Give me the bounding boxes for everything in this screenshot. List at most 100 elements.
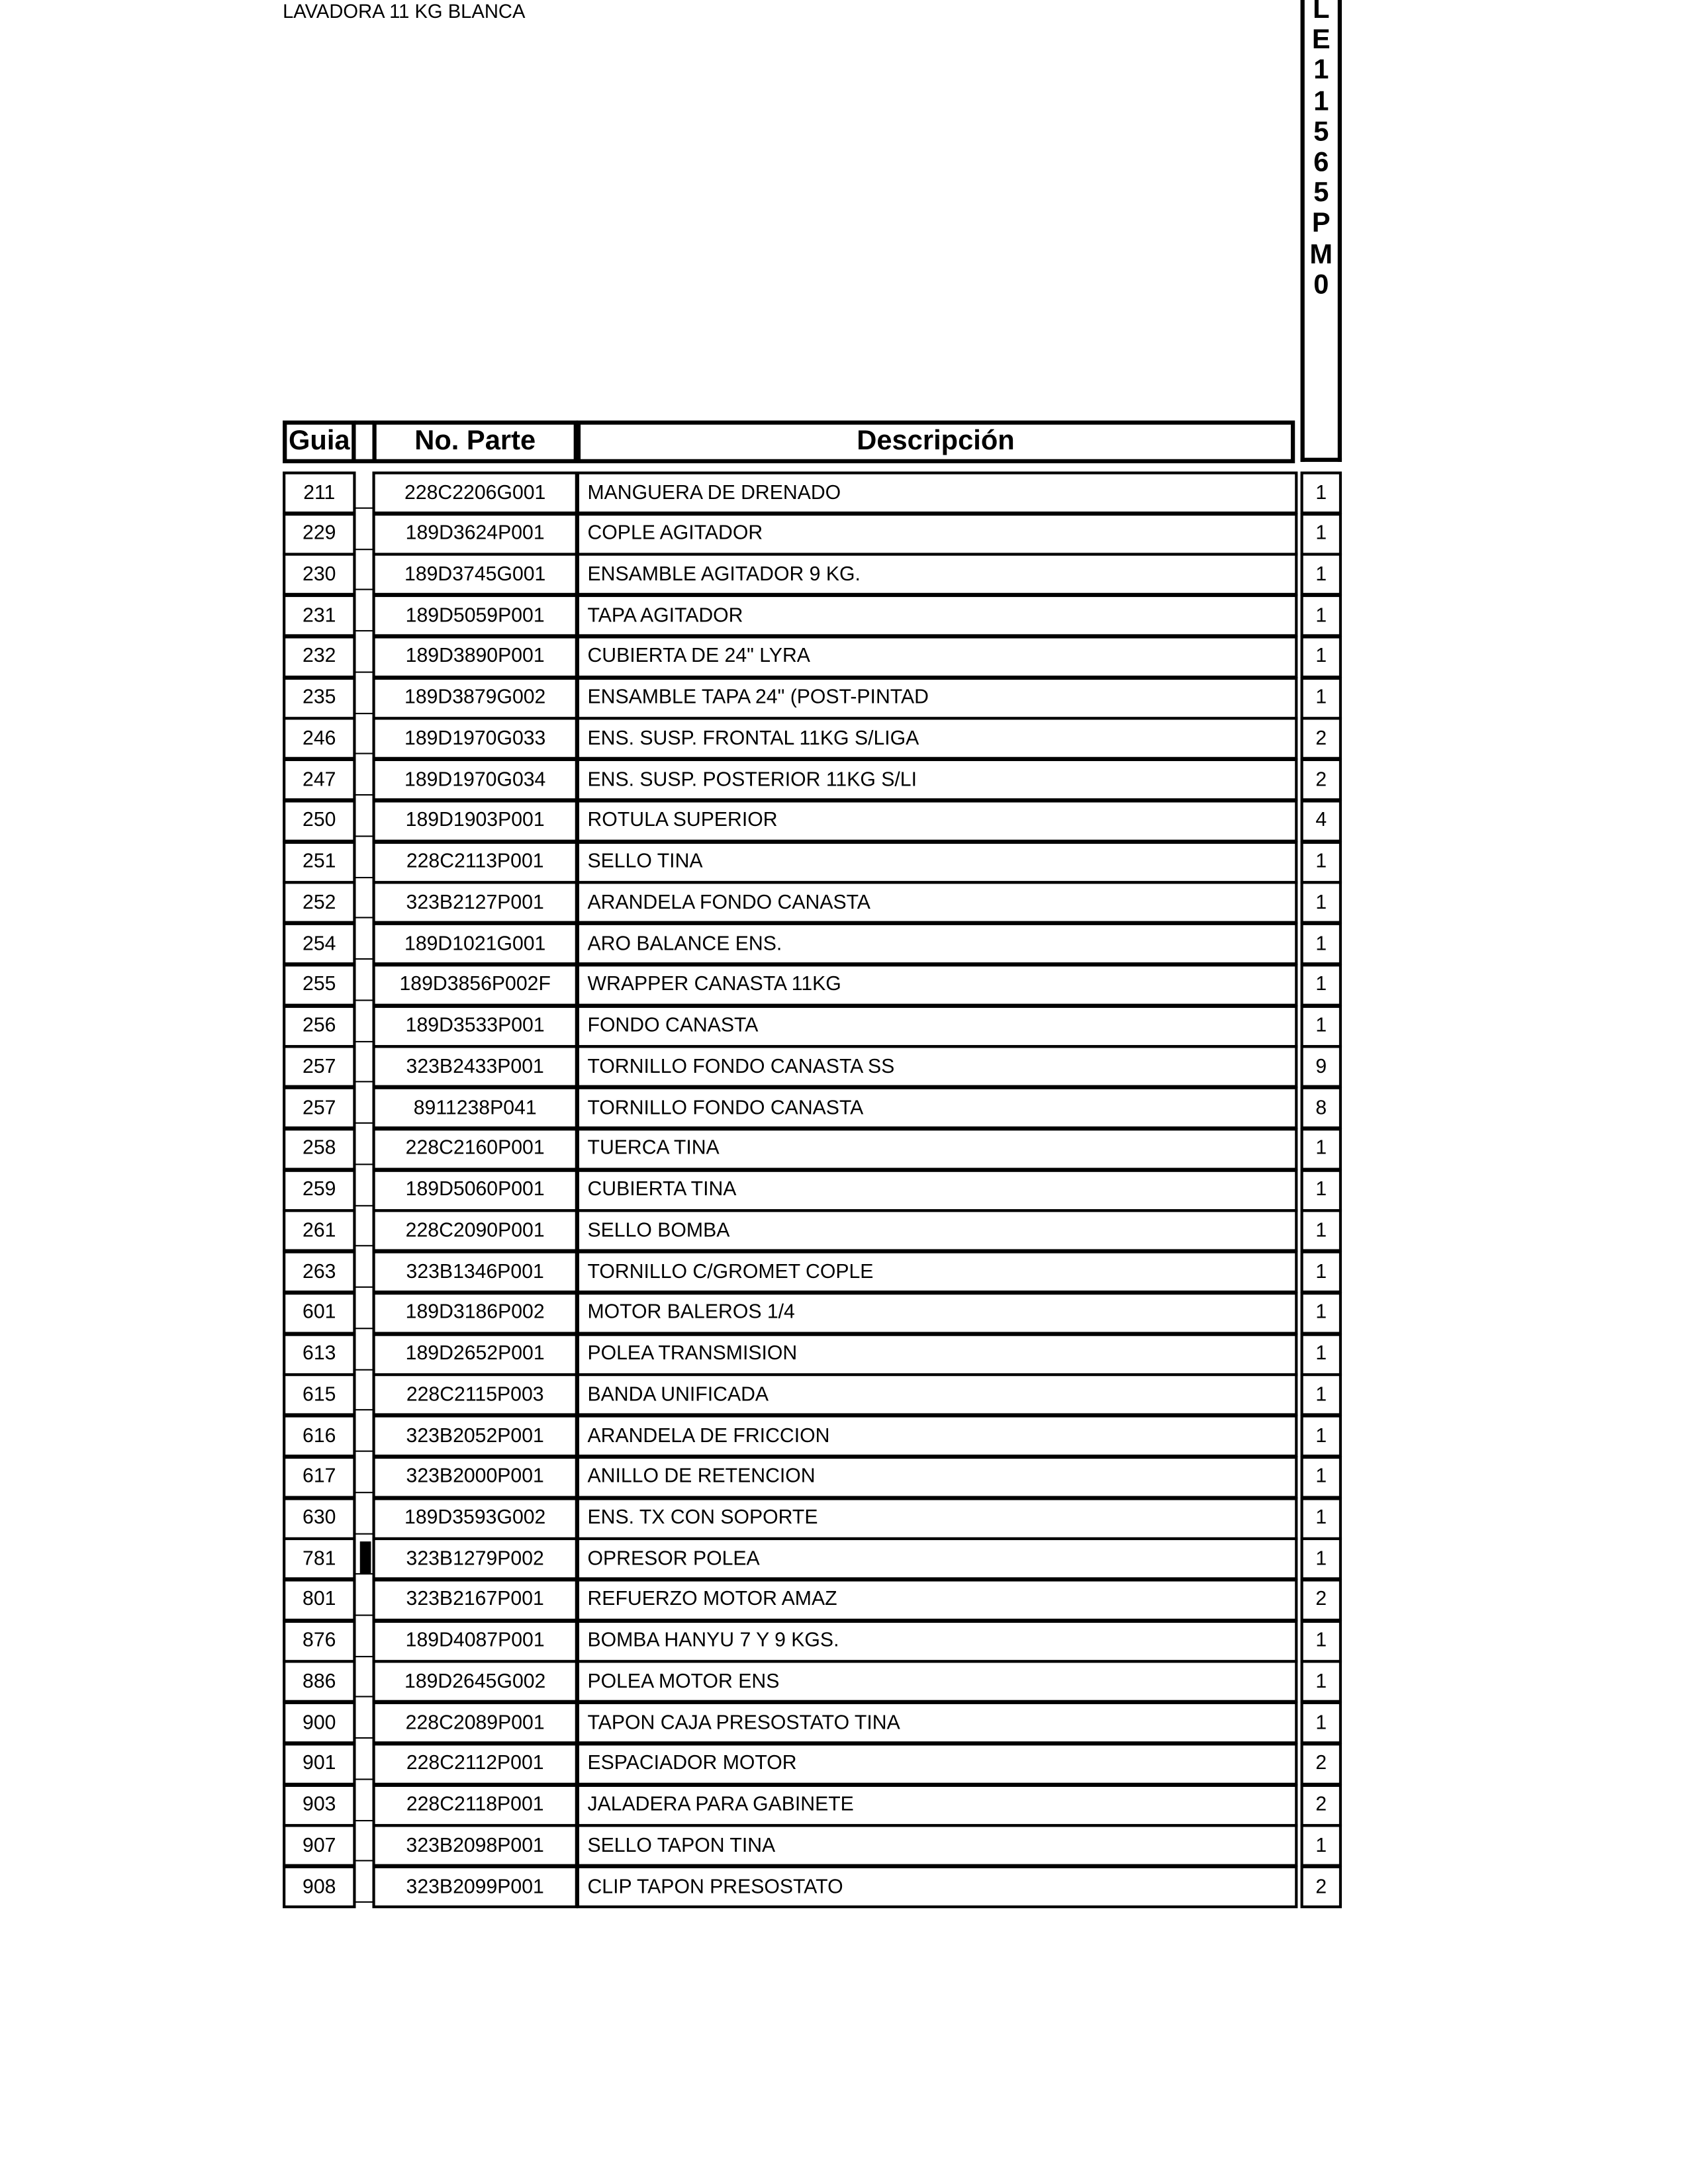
description-cell: POLEA TRANSMISION <box>576 1332 1298 1376</box>
qty-cell: 2 <box>1300 717 1342 760</box>
part-cell: 228C2090P001 <box>372 1209 578 1253</box>
marker-header <box>354 420 374 463</box>
column-header: Guia <box>283 420 356 463</box>
guia-cell: 615 <box>283 1373 356 1417</box>
part-cell: 323B2000P001 <box>372 1455 578 1499</box>
part-cell: 189D3186P002 <box>372 1291 578 1335</box>
qty-cell: 1 <box>1300 594 1342 637</box>
qty-cell: 1 <box>1300 1291 1342 1335</box>
marker-cell <box>355 1745 373 1780</box>
description-cell: ENS. SUSP. FRONTAL 11KG S/LIGA <box>576 717 1298 760</box>
description-cell: ARANDELA FONDO CANASTA <box>576 882 1298 925</box>
guia-cell: 261 <box>283 1209 356 1253</box>
description-cell: ESPACIADOR MOTOR <box>576 1743 1298 1786</box>
guia-cell: 232 <box>283 635 356 678</box>
marker-cell <box>355 761 373 796</box>
guia-cell: 886 <box>283 1661 356 1704</box>
guia-cell: 231 <box>283 594 356 637</box>
guia-cell: 907 <box>283 1825 356 1868</box>
guia-cell: 247 <box>283 758 356 801</box>
description-cell: MANGUERA DE DRENADO <box>576 471 1298 515</box>
guia-cell: 263 <box>283 1250 356 1294</box>
guia-cell: 900 <box>283 1702 356 1745</box>
guia-cell: 229 <box>283 512 356 556</box>
marker-cell <box>355 1089 373 1124</box>
guia-cell: 781 <box>283 1537 356 1580</box>
description-cell: OPRESOR POLEA <box>576 1537 1298 1580</box>
description-cell: ARO BALANCE ENS. <box>576 922 1298 966</box>
guia-cell: 257 <box>283 1086 356 1130</box>
description-cell: ROTULA SUPERIOR <box>576 799 1298 842</box>
qty-cell: 1 <box>1300 1332 1342 1376</box>
guia-cell: 235 <box>283 676 356 719</box>
description-cell: WRAPPER CANASTA 11KG <box>576 963 1298 1007</box>
guia-cell: 617 <box>283 1455 356 1499</box>
marker-cell <box>355 516 373 550</box>
part-cell: 189D3856P002F <box>372 963 578 1007</box>
guia-cell: 230 <box>283 553 356 596</box>
description-cell: ENSAMBLE TAPA 24" (POST-PINTAD <box>576 676 1298 719</box>
guia-cell: 256 <box>283 1004 356 1048</box>
description-cell: TORNILLO FONDO CANASTA <box>576 1086 1298 1130</box>
part-cell: 228C2206G001 <box>372 471 578 515</box>
part-cell: 189D1970G033 <box>372 717 578 760</box>
guia-cell: 601 <box>283 1291 356 1335</box>
marker-cell <box>355 1418 373 1452</box>
marker-cell <box>355 557 373 591</box>
qty-cell: 2 <box>1300 758 1342 801</box>
qty-cell: 1 <box>1300 512 1342 556</box>
marker-cell <box>355 802 373 837</box>
guia-cell: 255 <box>283 963 356 1007</box>
part-cell: 189D3624P001 <box>372 512 578 556</box>
guia-cell: 801 <box>283 1578 356 1621</box>
marker-cell <box>355 884 373 919</box>
marker-cell <box>355 1541 373 1575</box>
qty-cell: 1 <box>1300 1619 1342 1662</box>
title: LAVADORA 11 KG BLANCA <box>283 0 526 23</box>
qty-cell: 1 <box>1300 922 1342 966</box>
description-cell: ENSAMBLE AGITADOR 9 KG. <box>576 553 1298 596</box>
part-cell: 189D3745G001 <box>372 553 578 596</box>
qty-cell: 1 <box>1300 676 1342 719</box>
description-cell: CUBIERTA TINA <box>576 1168 1298 1212</box>
marker-cell <box>355 1212 373 1247</box>
part-cell: 323B2433P001 <box>372 1045 578 1089</box>
qty-cell: 1 <box>1300 471 1342 515</box>
marker-cell <box>355 1663 373 1698</box>
qty-cell: 2 <box>1300 1784 1342 1827</box>
guia-cell: 903 <box>283 1784 356 1827</box>
part-cell: 189D3890P001 <box>372 635 578 678</box>
marker-cell <box>355 1295 373 1329</box>
qty-cell: 1 <box>1300 841 1342 884</box>
description-cell: MOTOR BALEROS 1/4 <box>576 1291 1298 1335</box>
qty-cell: 1 <box>1300 1496 1342 1540</box>
description-cell: TORNILLO C/GROMET COPLE <box>576 1250 1298 1294</box>
description-cell: REFUERZO MOTOR AMAZ <box>576 1578 1298 1621</box>
part-cell: 323B2099P001 <box>372 1866 578 1909</box>
part-cell: 189D4087P001 <box>372 1619 578 1662</box>
description-cell: TAPA AGITADOR <box>576 594 1298 637</box>
part-cell: 189D5059P001 <box>372 594 578 637</box>
qty-cell: 1 <box>1300 635 1342 678</box>
column-header: No. Parte <box>372 420 578 463</box>
qty-cell: 1 <box>1300 1455 1342 1499</box>
qty-cell: 1 <box>1300 1702 1342 1745</box>
marker-cell <box>355 1459 373 1493</box>
part-cell: 323B2052P001 <box>372 1414 578 1458</box>
qty-cell: 1 <box>1300 1250 1342 1294</box>
marker-cell <box>355 1868 373 1903</box>
marker-cell <box>355 1827 373 1862</box>
part-cell: 189D1970G034 <box>372 758 578 801</box>
marker-cell <box>355 966 373 1001</box>
part-cell: 189D1903P001 <box>372 799 578 842</box>
part-cell: 228C2115P003 <box>372 1373 578 1417</box>
qty-cell: 1 <box>1300 1414 1342 1458</box>
description-cell: ENS. TX CON SOPORTE <box>576 1496 1298 1540</box>
marker-cell <box>355 1622 373 1657</box>
part-cell: 189D5060P001 <box>372 1168 578 1212</box>
description-cell: ANILLO DE RETENCION <box>576 1455 1298 1499</box>
guia-cell: 630 <box>283 1496 356 1540</box>
part-cell: 228C2118P001 <box>372 1784 578 1827</box>
guia-cell: 876 <box>283 1619 356 1662</box>
description-cell: FONDO CANASTA <box>576 1004 1298 1048</box>
